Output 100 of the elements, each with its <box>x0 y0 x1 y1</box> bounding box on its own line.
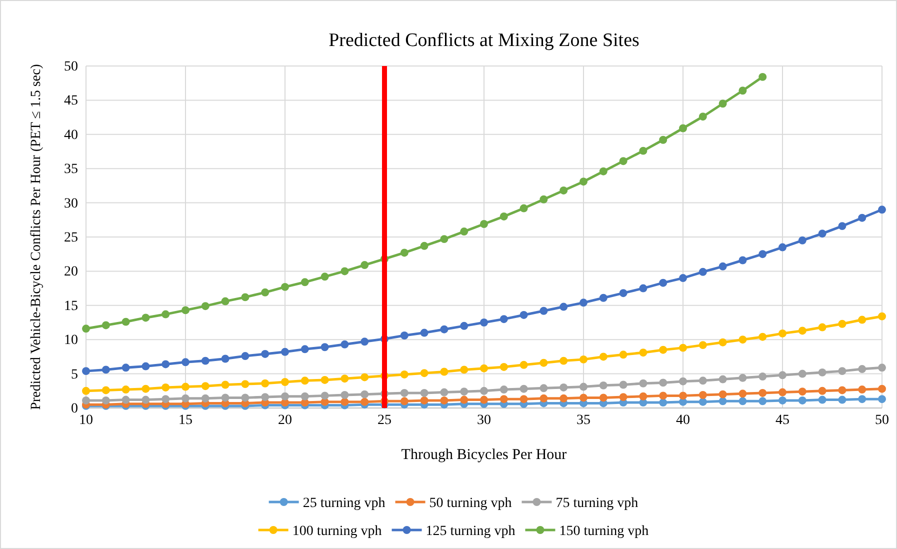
point <box>540 306 548 315</box>
point <box>281 378 289 386</box>
point <box>718 375 727 384</box>
y-tick-label: 5 <box>71 367 78 382</box>
point <box>182 306 190 314</box>
point <box>182 358 190 366</box>
point <box>778 388 786 396</box>
point <box>281 282 289 291</box>
point <box>619 157 628 166</box>
point <box>480 364 488 372</box>
point <box>679 377 687 386</box>
point <box>300 392 309 400</box>
point <box>798 370 806 378</box>
point <box>340 267 349 276</box>
point <box>340 374 349 383</box>
point <box>221 297 230 306</box>
point <box>241 380 250 388</box>
point <box>560 356 568 365</box>
point <box>778 329 786 338</box>
point <box>281 392 289 400</box>
point <box>320 392 329 400</box>
point <box>679 274 687 282</box>
point <box>738 390 747 398</box>
point <box>560 394 568 402</box>
point <box>778 243 786 252</box>
point <box>261 379 270 388</box>
point <box>480 220 488 228</box>
point <box>580 355 588 364</box>
point <box>221 380 230 389</box>
point <box>878 206 886 214</box>
point <box>599 381 608 390</box>
point <box>639 379 648 388</box>
y-tick-label: 10 <box>64 333 78 348</box>
point <box>320 272 329 281</box>
point <box>818 396 826 404</box>
point <box>639 284 648 292</box>
point <box>659 398 668 407</box>
x-tick-label: 25 <box>378 412 392 428</box>
point <box>460 396 468 404</box>
point <box>798 388 806 396</box>
point <box>639 146 648 155</box>
point <box>619 350 628 359</box>
x-tick-label: 35 <box>576 412 590 428</box>
point <box>659 378 668 387</box>
point <box>798 396 806 404</box>
point <box>858 386 866 394</box>
point <box>540 384 548 392</box>
legend-label: 75 turning vph <box>556 496 638 511</box>
point <box>460 322 468 330</box>
point <box>460 388 468 396</box>
point <box>718 262 727 270</box>
x-tick-label: 40 <box>676 412 690 428</box>
point <box>182 394 190 402</box>
x-tick-label: 50 <box>875 412 889 428</box>
point <box>778 371 786 380</box>
point <box>718 338 727 346</box>
point <box>162 395 170 404</box>
point <box>400 370 408 378</box>
point <box>758 388 767 397</box>
point <box>698 376 707 385</box>
point <box>818 368 826 376</box>
point <box>201 394 210 402</box>
point <box>420 369 428 378</box>
point <box>221 354 230 363</box>
point <box>599 394 608 402</box>
point <box>340 340 349 348</box>
point <box>838 386 846 394</box>
point <box>619 289 628 298</box>
point <box>182 382 190 391</box>
point <box>261 350 270 358</box>
y-tick-label: 40 <box>64 128 78 143</box>
point <box>838 396 846 404</box>
legend-label: 100 turning vph <box>292 524 382 539</box>
point <box>440 325 448 334</box>
point <box>599 352 608 361</box>
point <box>440 368 448 376</box>
point <box>460 366 468 374</box>
point <box>440 235 448 244</box>
point <box>698 112 707 121</box>
point <box>82 324 90 333</box>
point <box>758 250 767 258</box>
point <box>300 278 309 286</box>
point <box>122 386 130 394</box>
point <box>500 212 508 220</box>
point <box>400 397 408 406</box>
point <box>500 395 508 404</box>
point <box>82 396 90 404</box>
point <box>520 395 528 404</box>
point <box>420 388 428 397</box>
point <box>520 384 528 393</box>
point <box>400 388 408 397</box>
point <box>718 397 727 406</box>
point <box>818 386 826 395</box>
point <box>82 386 90 395</box>
point <box>162 384 170 392</box>
point <box>738 86 747 95</box>
point <box>300 376 309 385</box>
point <box>221 394 230 402</box>
point <box>102 321 110 330</box>
point <box>758 397 767 406</box>
